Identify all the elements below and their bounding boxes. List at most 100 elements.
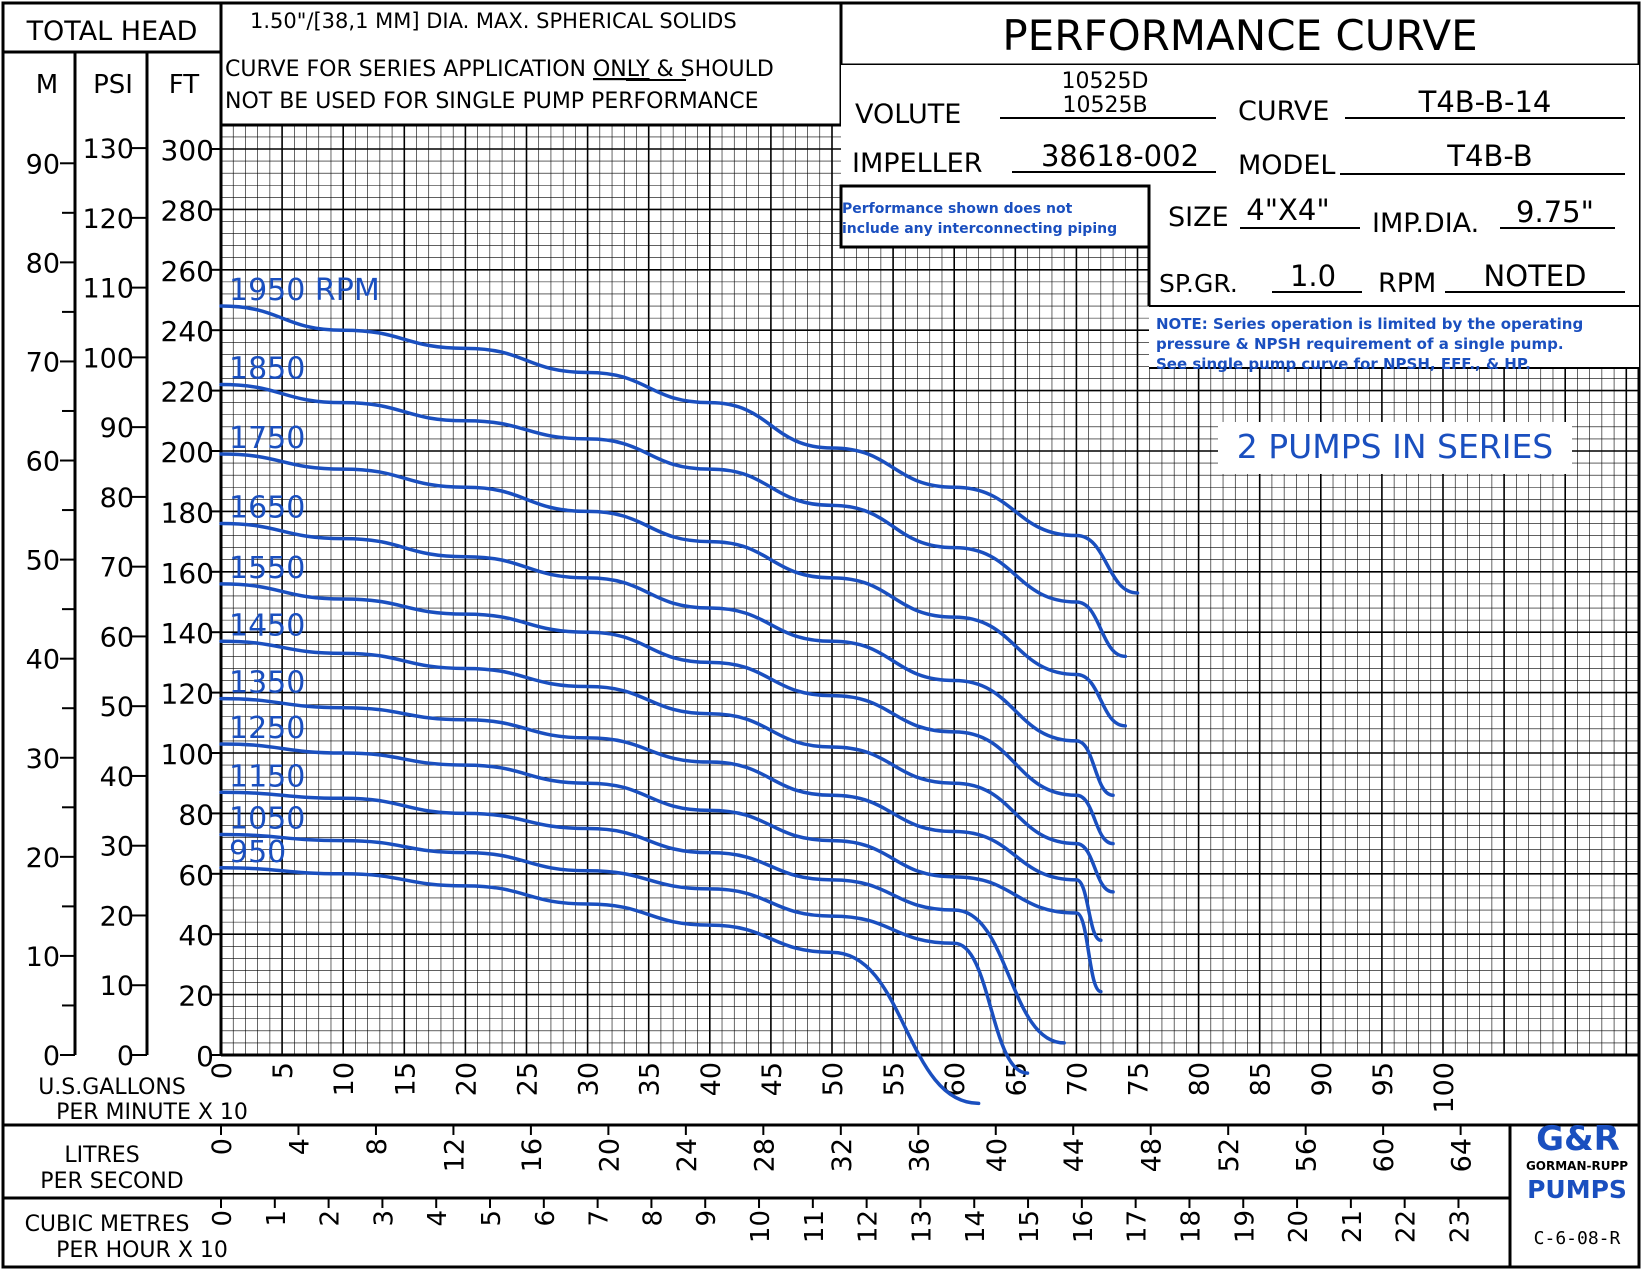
cmh-axis-title-2: PER HOUR X 10 — [56, 1238, 228, 1263]
ft-tick-label: 280 — [161, 194, 214, 227]
m-tick-label: 50 — [26, 546, 60, 577]
ft-tick-label: 100 — [161, 738, 214, 771]
lps-tick-label: 64 — [1447, 1138, 1478, 1172]
m-tick-label: 60 — [26, 447, 60, 478]
cmh-tick-label: 5 — [477, 1210, 507, 1227]
gpm-tick-label: 15 — [390, 1062, 421, 1096]
unit-ft-label: FT — [169, 70, 199, 100]
cmh-tick-label: 11 — [800, 1210, 830, 1243]
impeller-label: IMPELLER — [852, 148, 983, 179]
lps-tick-label: 60 — [1369, 1138, 1400, 1172]
gpm-axis-title-2: PER MINUTE X 10 — [56, 1100, 248, 1125]
series-note-line2: NOT BE USED FOR SINGLE PUMP PERFORMANCE — [225, 89, 759, 114]
impdia-label: IMP.DIA. — [1372, 208, 1479, 239]
cmh-tick-label: 7 — [585, 1210, 615, 1227]
rpm-label: RPM — [1378, 268, 1436, 299]
rpm-curve-label: 1750 — [229, 421, 305, 456]
impeller-value: 38618-002 — [1041, 139, 1199, 173]
psi-tick-label: 80 — [100, 483, 134, 514]
rpm-curve-1350 — [219, 696, 1103, 942]
m-tick-label: 90 — [26, 149, 60, 180]
psi-tick-label: 40 — [100, 762, 134, 793]
rpm-curve-label: 950 — [229, 835, 286, 870]
gpm-tick-label: 5 — [268, 1062, 299, 1079]
rpm-curve-1050 — [219, 832, 1030, 1075]
psi-tick-label: 120 — [82, 204, 134, 235]
psi-tick-label: 70 — [100, 553, 134, 584]
cmh-tick-label: 4 — [423, 1210, 453, 1227]
psi-tick-label: 50 — [100, 692, 134, 723]
cmh-tick-label: 2 — [316, 1210, 346, 1227]
ft-tick-label: 260 — [161, 255, 214, 288]
lps-axis-title-1: LITRES — [64, 1143, 139, 1168]
cmh-tick-label: 21 — [1338, 1210, 1368, 1243]
model-label: MODEL — [1238, 150, 1335, 181]
ft-tick-label: 0 — [196, 1040, 214, 1073]
gorman-rupp-logo: G&R GORMAN-RUPP PUMPS C-6-08-R — [1526, 1119, 1628, 1249]
cmh-tick-label: 1 — [262, 1210, 292, 1227]
cmh-tick-label: 18 — [1176, 1210, 1206, 1243]
rpm-curve-950 — [219, 866, 981, 1106]
rpm-curve-label: 1550 — [229, 551, 305, 586]
m-tick-label: 70 — [26, 347, 60, 378]
ft-tick-label: 120 — [161, 678, 214, 711]
volute-label: VOLUTE — [855, 99, 961, 130]
m-tick-label: 80 — [26, 248, 60, 279]
ft-tick-label: 240 — [161, 315, 214, 348]
header-frames — [1, 1, 1641, 474]
spgr-label: SP.GR. — [1159, 269, 1238, 298]
solids-note: 1.50"/[38,1 MM] DIA. MAX. SPHERICAL SOLI… — [250, 9, 737, 33]
volute-value-2: 10525B — [1062, 93, 1147, 118]
gpm-tick-label: 35 — [635, 1062, 666, 1096]
rpm-curve-label: 1650 — [229, 490, 305, 525]
rpm-curve-1850 — [219, 382, 1128, 659]
series-limit-3: See single pump curve for NPSH, EFF., & … — [1156, 355, 1531, 373]
lps-tick-label: 32 — [827, 1138, 858, 1172]
lps-tick-label: 0 — [207, 1138, 238, 1155]
left-axis-frames — [3, 3, 223, 1055]
gpm-tick-label: 70 — [1062, 1062, 1093, 1096]
rpm-curve-1450 — [219, 639, 1115, 894]
rpm-curve-1650 — [219, 521, 1115, 798]
series-limit-1: NOTE: Series operation is limited by the… — [1156, 315, 1583, 333]
drawing-code: C-6-08-R — [1534, 1228, 1621, 1249]
volute-value-1: 10525D — [1062, 69, 1149, 94]
cmh-tick-label: 0 — [208, 1210, 238, 1227]
rpm-curve-label: 1850 — [229, 352, 305, 387]
rpm-curve-1750 — [219, 452, 1128, 728]
gpm-tick-label: 100 — [1429, 1062, 1460, 1114]
spgr-value: 1.0 — [1290, 259, 1336, 293]
gpm-tick-label: 20 — [451, 1062, 482, 1096]
m-tick-label: 0 — [43, 1041, 60, 1072]
series-note-line1: CURVE FOR SERIES APPLICATION ONLY & SHOU… — [225, 57, 774, 82]
cmh-tick-label: 8 — [638, 1210, 668, 1227]
unit-psi-label: PSI — [93, 70, 133, 100]
cmh-tick-label: 22 — [1392, 1210, 1422, 1243]
lps-axis-title-2: PER SECOND — [40, 1169, 183, 1194]
ft-tick-label: 60 — [178, 859, 214, 892]
lps-tick-label: 4 — [284, 1138, 315, 1155]
size-value: 4"X4" — [1246, 193, 1329, 227]
rpm-curve-1250 — [219, 742, 1103, 994]
logo-mark: G&R — [1536, 1119, 1620, 1159]
total-head-label: TOTAL HEAD — [26, 16, 198, 47]
bottom-axis-frames — [3, 1123, 1639, 1267]
cmh-tick-label: 13 — [907, 1210, 937, 1243]
piping-note-1: Performance shown does not — [842, 201, 1073, 217]
logo-pumps: PUMPS — [1527, 1175, 1627, 1204]
gpm-tick-label: 0 — [207, 1062, 238, 1079]
gpm-axis-title-1: U.S.GALLONS — [38, 1075, 186, 1100]
lps-tick-label: 48 — [1137, 1138, 1168, 1172]
rpm-curve-label: 1450 — [229, 608, 305, 643]
lps-tick-label: 40 — [982, 1138, 1013, 1172]
lps-tick-label: 52 — [1214, 1138, 1245, 1172]
cmh-tick-label: 6 — [531, 1210, 561, 1227]
gpm-tick-label: 30 — [574, 1062, 605, 1096]
cmh-tick-label: 16 — [1069, 1210, 1099, 1243]
cmh-tick-label: 10 — [746, 1210, 776, 1243]
gpm-tick-label: 25 — [513, 1062, 544, 1096]
rpm-curve-label: 1050 — [229, 802, 305, 837]
cmh-tick-label: 14 — [961, 1210, 991, 1243]
lps-tick-label: 8 — [362, 1138, 393, 1155]
